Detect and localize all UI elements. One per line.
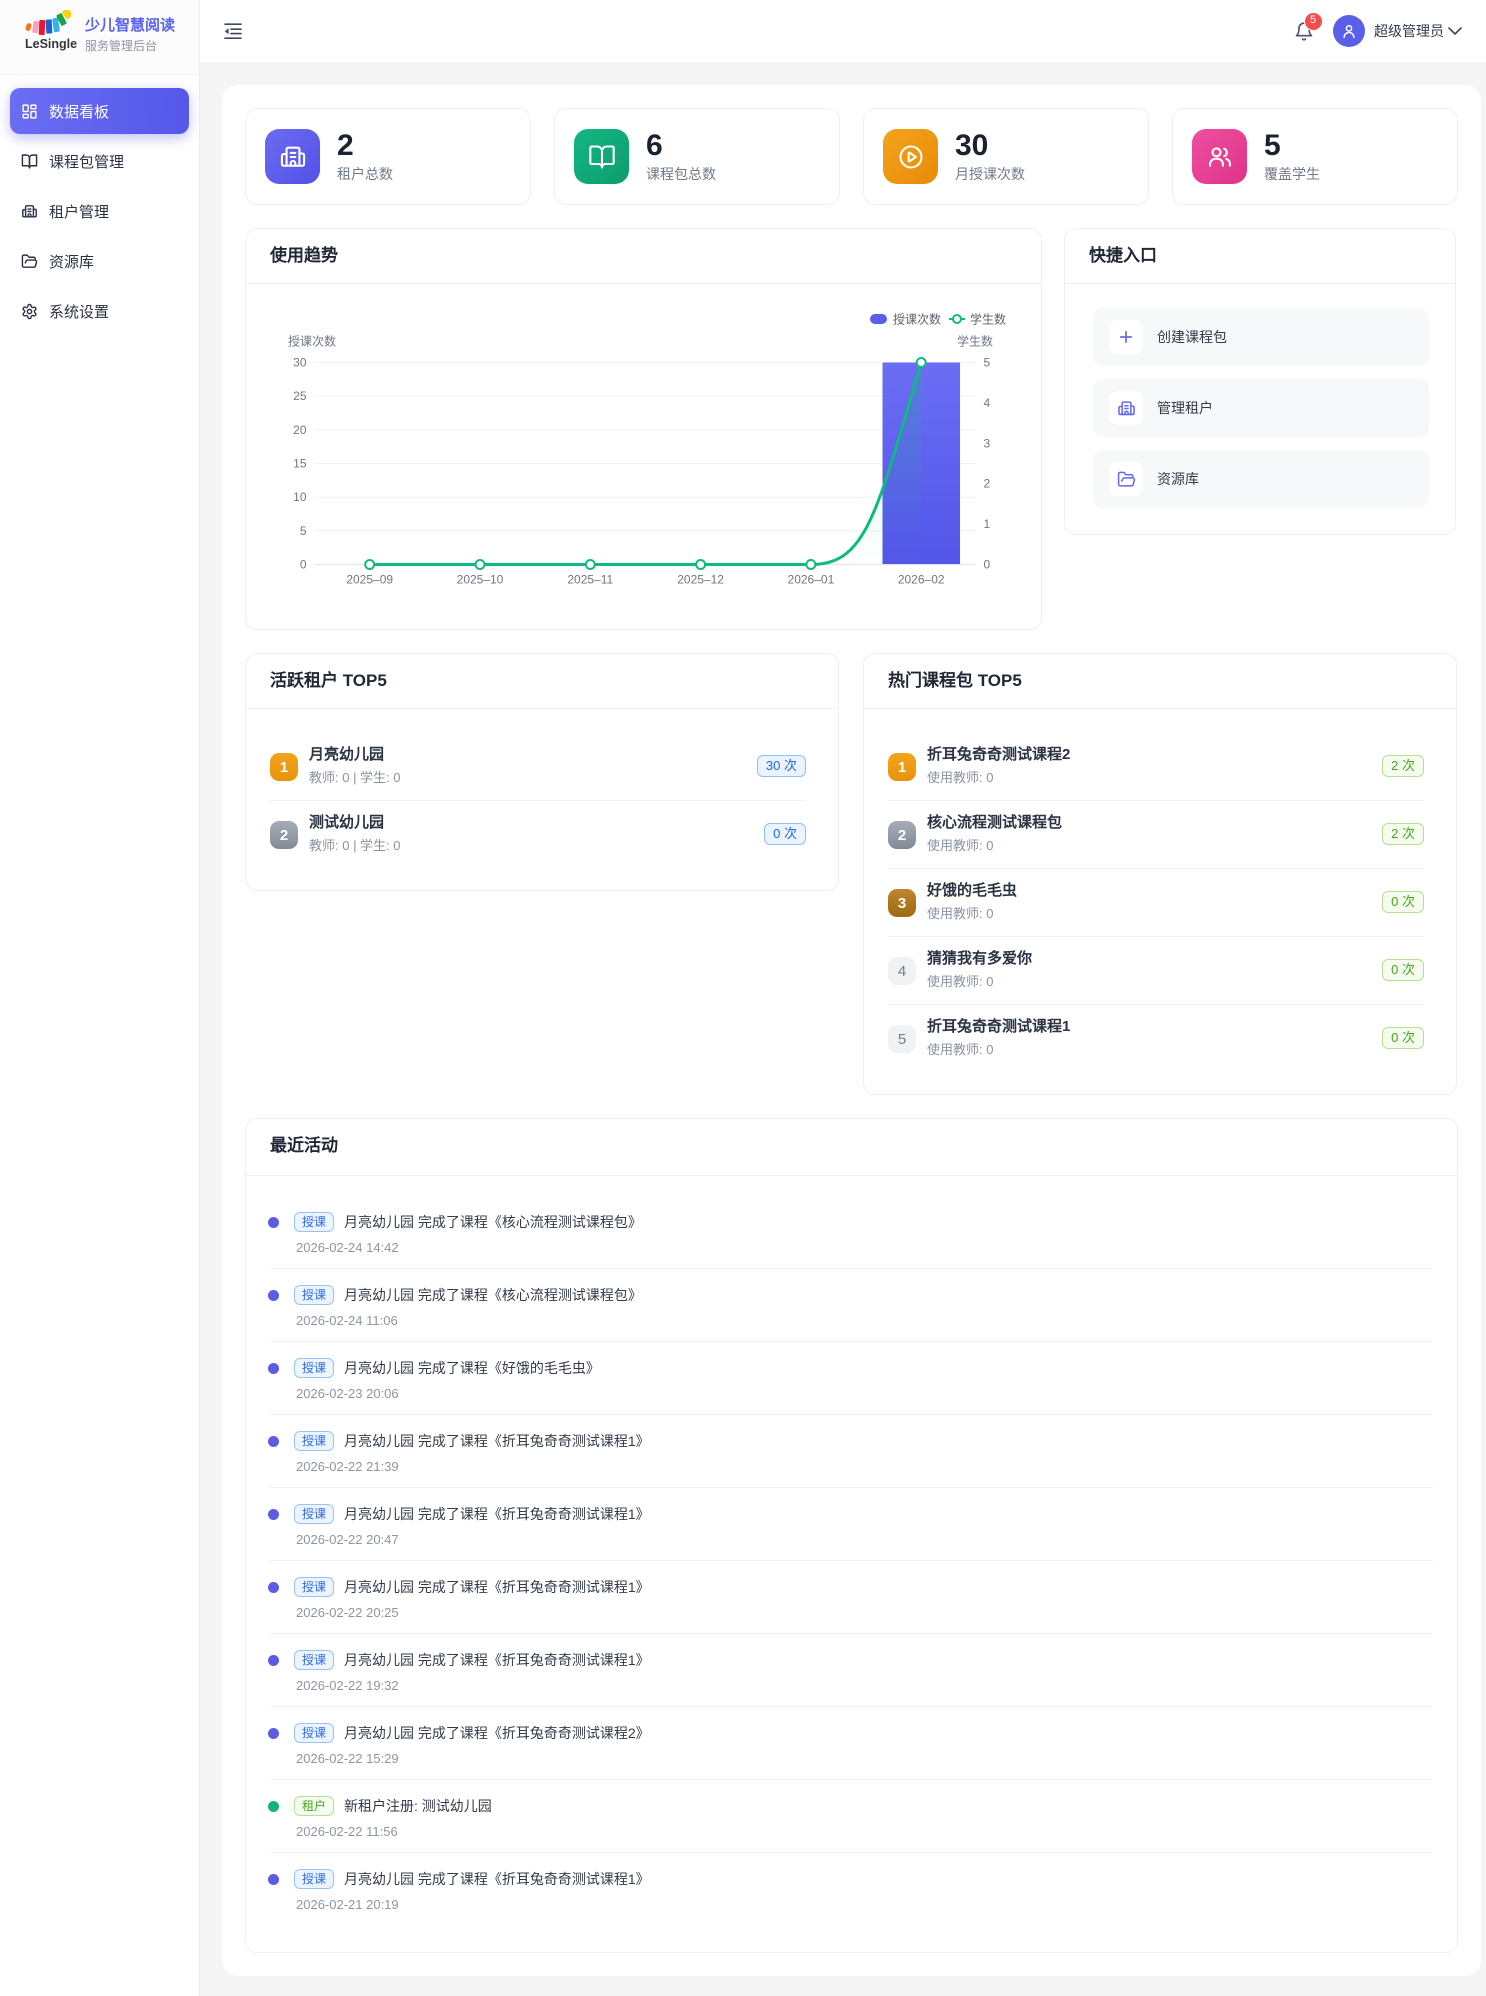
svg-text:2026–01: 2026–01	[788, 573, 835, 587]
svg-text:授课次数: 授课次数	[893, 312, 941, 327]
svg-text:学生数: 学生数	[970, 312, 1006, 327]
svg-text:4: 4	[984, 396, 991, 410]
svg-text:学生数: 学生数	[957, 334, 993, 349]
svg-text:5: 5	[984, 356, 991, 370]
svg-text:2: 2	[984, 477, 991, 491]
svg-text:2025–12: 2025–12	[677, 573, 724, 587]
svg-text:25: 25	[293, 389, 307, 403]
svg-text:2025–11: 2025–11	[567, 573, 613, 587]
svg-text:0: 0	[300, 558, 307, 572]
svg-text:20: 20	[293, 423, 307, 437]
svg-text:0: 0	[984, 558, 991, 572]
svg-text:1: 1	[984, 517, 991, 531]
svg-text:3: 3	[984, 436, 991, 450]
svg-text:授课次数: 授课次数	[288, 334, 336, 349]
svg-text:2025–10: 2025–10	[457, 573, 504, 587]
svg-text:15: 15	[293, 457, 307, 471]
svg-text:2025–09: 2025–09	[346, 573, 393, 587]
svg-text:5: 5	[300, 524, 307, 538]
svg-text:2026–02: 2026–02	[898, 573, 945, 587]
svg-text:10: 10	[293, 490, 307, 504]
svg-text:30: 30	[293, 356, 307, 370]
